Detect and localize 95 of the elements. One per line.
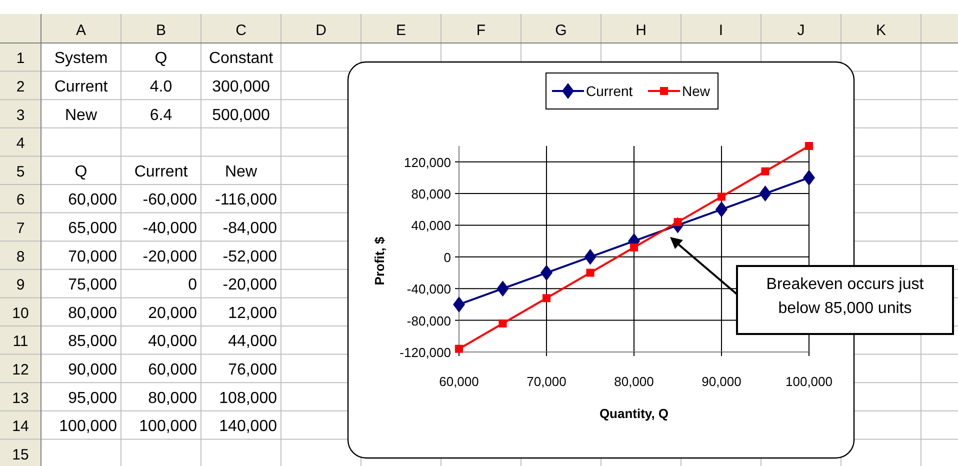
y-tick-label: 1 [16,50,25,68]
text: 40,000 [148,333,197,350]
x-tick-label: 100,000 [786,374,832,389]
text: 500,000 [212,106,270,124]
text: Q [154,50,168,68]
point [455,344,463,353]
y-tick-label: 9 [16,276,25,294]
text: 0 [188,276,197,294]
point [718,192,726,201]
text: 108,000 [219,390,277,407]
text: Q [74,163,88,180]
text: 100,000 [59,418,117,436]
y-tick-label: -80,000 [406,313,451,328]
y-tick-label: 4 [16,135,25,152]
x-tick-label: A [76,22,86,39]
point [498,319,507,328]
y-tick-label: 3 [16,106,25,124]
y-tick-label: 15 [12,446,29,464]
text: Constant [208,50,274,68]
y-tick-label: 13 [12,390,29,407]
y-tick-label: 14 [12,418,29,436]
y-tick-label: 2 [16,78,25,96]
y-tick-label: 5 [16,163,25,180]
text: 12,000 [228,304,277,322]
y-tick-label: 11 [12,333,28,350]
text: New [64,106,98,124]
point [761,167,770,176]
point [803,170,815,186]
x-tick-label: 80,000 [614,374,654,389]
point [453,296,465,312]
text: Current [54,78,108,96]
point [540,264,552,281]
text: -84,000 [222,220,277,237]
x-tick-label: I [718,22,724,39]
x-tick-label: C [236,22,247,39]
text: 76,000 [228,361,277,378]
text: 44,000 [228,333,277,350]
text: 6.4 [150,106,172,124]
y-tick-label: 7 [16,220,25,237]
point [716,201,728,218]
text: -40,000 [142,220,197,237]
x-tick-label: E [396,22,406,39]
text: -20,000 [142,248,197,266]
y-tick-label: 6 [16,192,25,209]
legend-label: Current [586,83,633,99]
text: 65,000 [68,220,117,237]
x-tick-label: 90,000 [702,374,742,389]
y-tick-label: 40,000 [411,218,451,234]
text: New [224,163,258,180]
point [584,248,596,265]
point [805,142,813,150]
point [630,243,638,252]
y-tick-label: 120,000 [404,154,451,170]
point [586,268,594,277]
x-tick-label: B [156,22,166,39]
legend-label: New [682,83,711,99]
text: -52,000 [222,248,277,266]
text: -20,000 [222,276,277,294]
text: 95,000 [68,390,117,407]
x-tick-label: K [876,22,886,39]
y-axis-title: Profit, $ [372,236,387,286]
y-tick-label: 80,000 [411,186,451,202]
point [496,280,509,297]
text: -116,000 [215,192,277,209]
text: Current [134,163,188,180]
text: System [54,50,108,68]
text: 20,000 [148,304,197,322]
x-tick-label: H [636,22,646,39]
y-tick-label: -120,000 [400,345,451,360]
x-tick-label: D [316,22,327,39]
y-tick-label: -40,000 [406,282,451,297]
text: 75,000 [68,276,117,294]
y-tick-label: 8 [16,248,25,266]
y-tick-label: 10 [12,304,29,322]
text: 85,000 [68,333,117,350]
y-tick-label: 12 [12,361,29,378]
y-tick-label: 0 [444,250,451,265]
x-tick-label: 70,000 [526,374,566,389]
x-axis-title: Quantity, Q [599,406,669,421]
annotation: Breakeven occurs just below 85,000 units [766,276,924,317]
point [542,294,550,302]
x-tick-label: 60,000 [439,374,479,389]
text: 70,000 [68,248,117,266]
text: 80,000 [68,304,117,322]
text: 100,000 [139,418,197,436]
x-tick-label: G [555,22,567,39]
text: 80,000 [148,390,197,407]
text: 140,000 [219,418,277,436]
x-tick-label: J [797,22,805,39]
point [759,186,772,202]
text: 60,000 [68,192,117,209]
text: 300,000 [212,78,270,96]
x-tick-label: F [476,22,486,39]
text: 4.0 [150,78,172,96]
text: -60,000 [142,192,197,209]
